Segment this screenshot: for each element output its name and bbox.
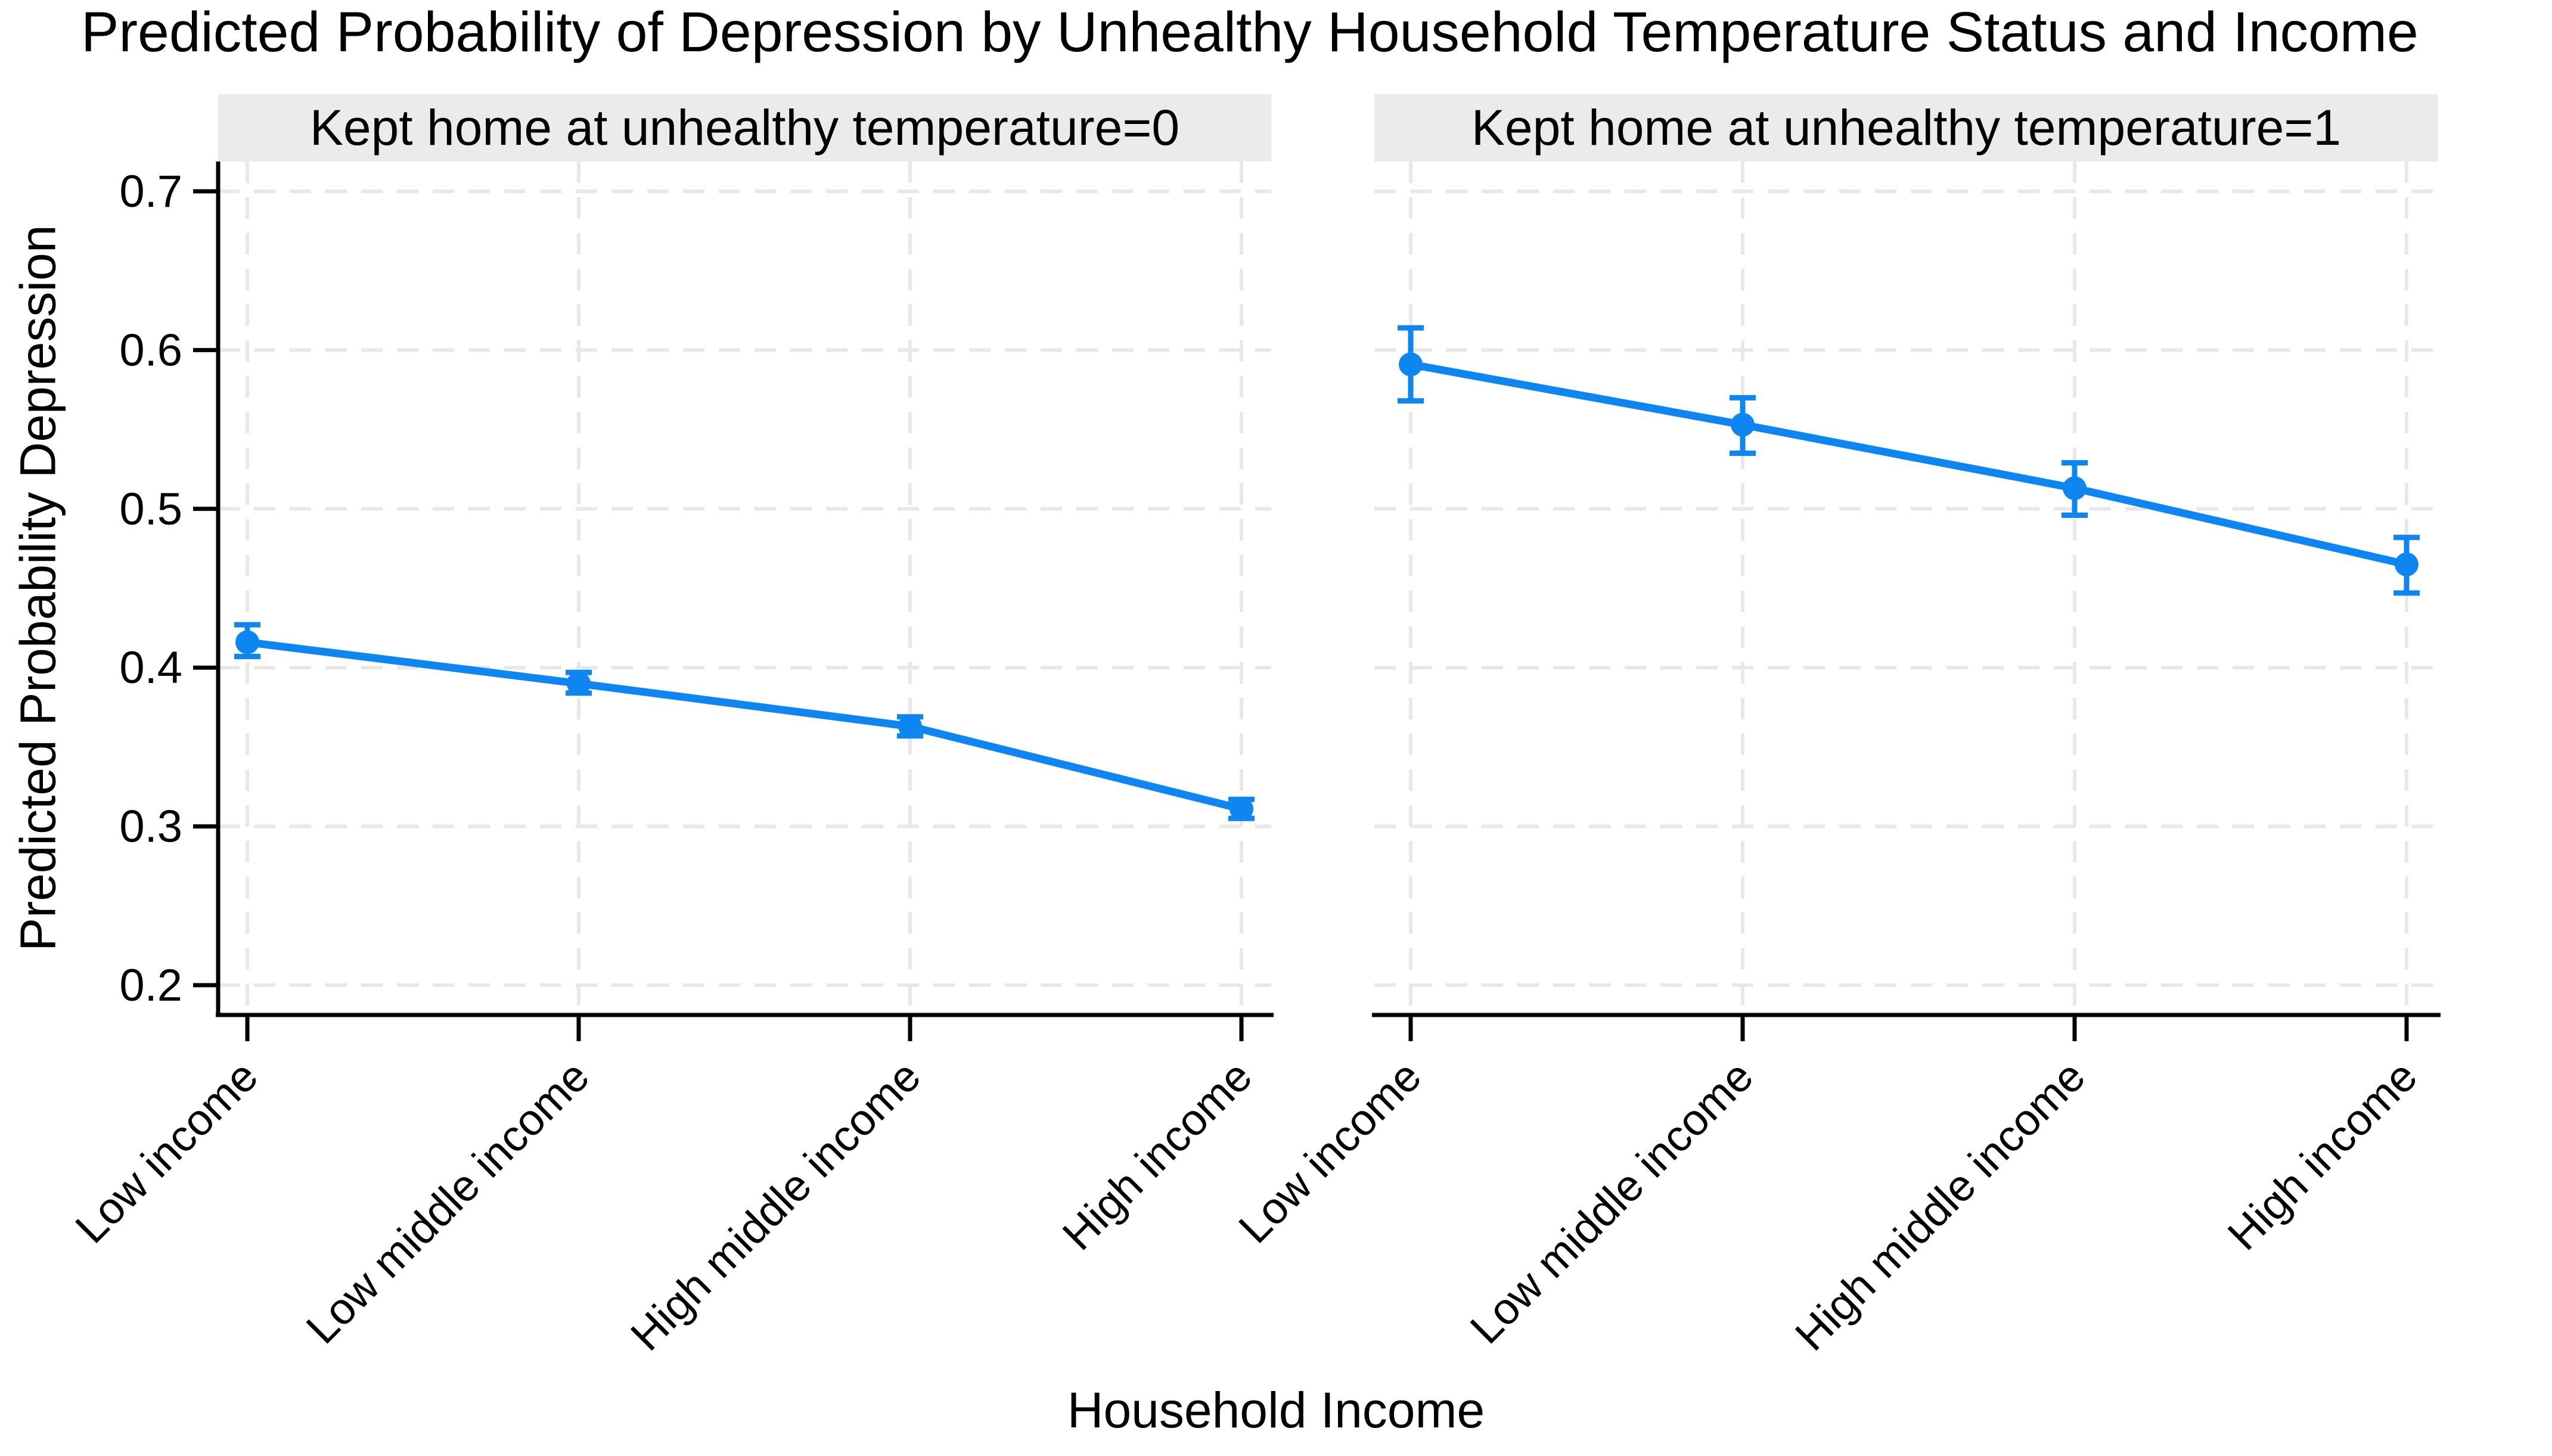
x-tick-label: Low middle income xyxy=(1461,1051,1763,1353)
data-point xyxy=(1731,412,1755,437)
data-point xyxy=(898,714,922,738)
panel-header-temp0: Kept home at unhealthy temperature=0 xyxy=(218,94,1271,162)
x-tick-label: Low middle income xyxy=(297,1051,599,1353)
data-point xyxy=(567,671,591,696)
data-point xyxy=(235,630,259,654)
x-tick-label: Low income xyxy=(66,1051,267,1253)
y-tick-label: 0.5 xyxy=(119,484,182,535)
x-tick-label: Low income xyxy=(1229,1051,1430,1253)
data-point xyxy=(1399,352,1423,377)
data-point xyxy=(1230,797,1253,821)
y-tick-label: 0.3 xyxy=(119,802,182,852)
y-tick-label: 0.4 xyxy=(119,642,182,693)
data-point xyxy=(2395,552,2418,577)
data-point xyxy=(2063,476,2087,501)
x-tick-label: High middle income xyxy=(621,1051,930,1360)
y-tick-label: 0.2 xyxy=(119,960,182,1011)
x-tick-label: High income xyxy=(1053,1051,1262,1260)
chart-title: Predicted Probability of Depression by U… xyxy=(81,1,2418,64)
series-line xyxy=(1407,360,2411,569)
x-tick-label: High middle income xyxy=(1786,1051,2094,1360)
series-line xyxy=(243,638,1246,813)
y-tick-label: 0.7 xyxy=(119,166,182,217)
x-tick-label: High income xyxy=(2218,1051,2427,1260)
y-tick-label: 0.6 xyxy=(119,325,182,375)
x-axis-title: Household Income xyxy=(1067,1382,1485,1438)
panel-header-temp1: Kept home at unhealthy temperature=1 xyxy=(1374,94,2438,162)
